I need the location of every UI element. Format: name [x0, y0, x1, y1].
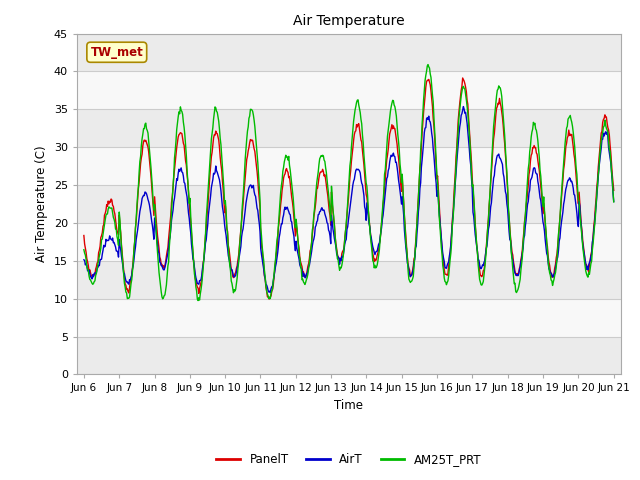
Y-axis label: Air Temperature (C): Air Temperature (C) [35, 146, 48, 262]
X-axis label: Time: Time [334, 399, 364, 412]
Legend: PanelT, AirT, AM25T_PRT: PanelT, AirT, AM25T_PRT [212, 448, 486, 471]
Bar [77, 336, 621, 374]
Bar [77, 261, 621, 299]
Bar [77, 147, 621, 185]
Bar [77, 34, 621, 72]
Bar [77, 299, 621, 336]
Text: TW_met: TW_met [90, 46, 143, 59]
Bar [77, 109, 621, 147]
Bar [77, 72, 621, 109]
Title: Air Temperature: Air Temperature [293, 14, 404, 28]
Bar [77, 223, 621, 261]
Bar [77, 185, 621, 223]
